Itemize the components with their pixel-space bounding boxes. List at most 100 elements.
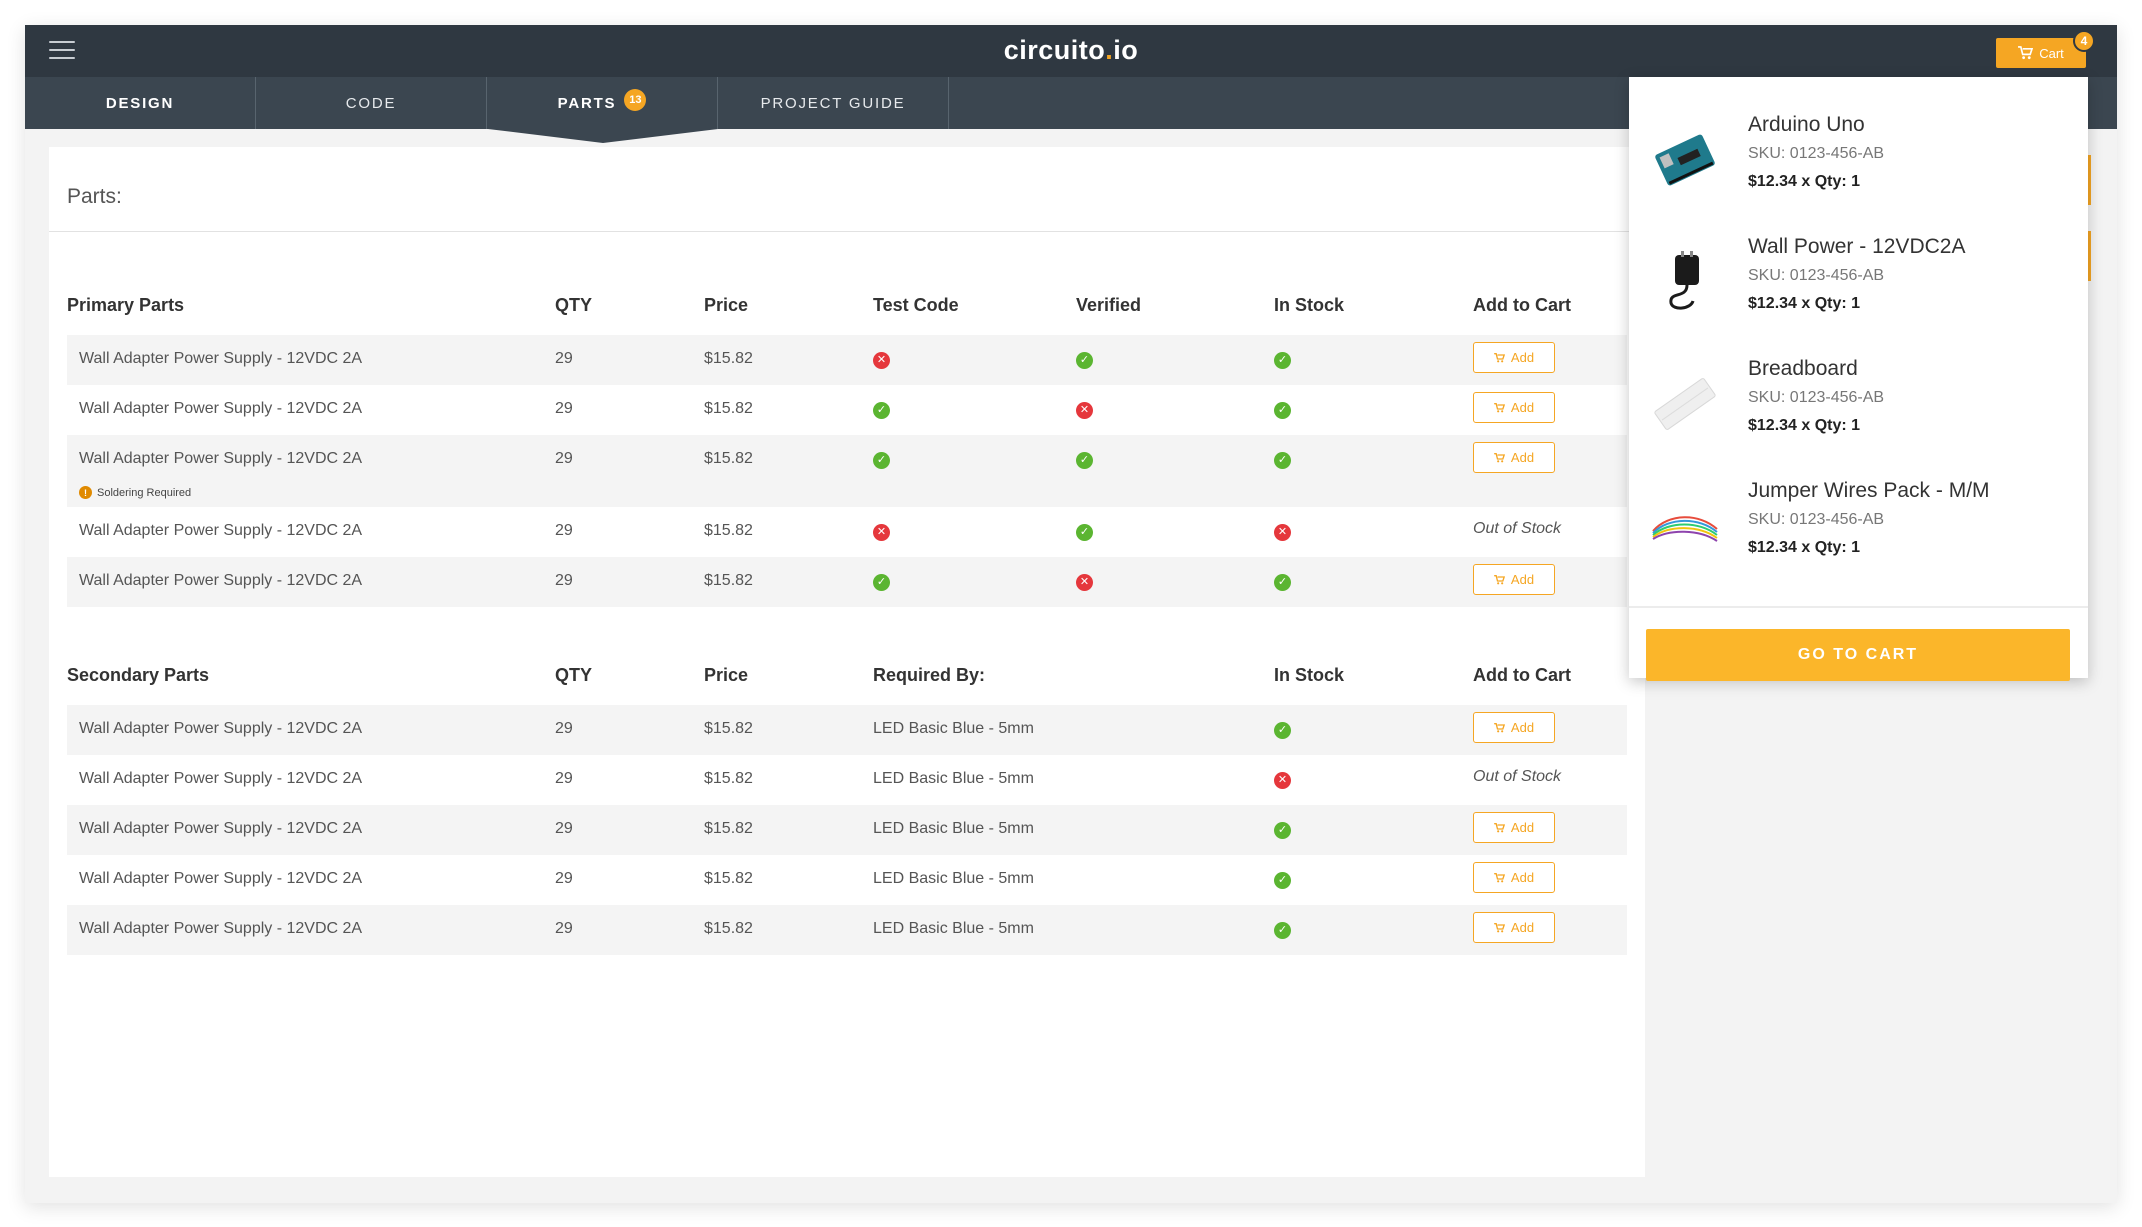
- part-name: Wall Adapter Power Supply - 12VDC 2A: [79, 820, 363, 837]
- col-header-required-by: Required By:: [873, 665, 986, 685]
- tab-label: PARTS: [557, 94, 617, 112]
- add-to-cart-cell: Add: [1473, 912, 1555, 943]
- cart-icon: [1494, 872, 1505, 882]
- check-icon: ✓: [1274, 574, 1291, 591]
- add-to-cart-button[interactable]: Add: [1473, 342, 1555, 373]
- in-stock-status: ✓: [1274, 450, 1291, 469]
- part-name: Wall Adapter Power Supply - 12VDC 2A: [79, 572, 363, 589]
- cart-count-badge: 4: [2073, 30, 2095, 52]
- part-qty: 29: [555, 870, 573, 887]
- part-qty: 29: [555, 572, 573, 589]
- breadboard-icon: [1654, 378, 1716, 430]
- add-to-cart-button[interactable]: Add: [1473, 392, 1555, 423]
- cart-icon: [1494, 822, 1505, 832]
- table-row: Wall Adapter Power Supply - 12VDC 2A 29 $1…: [67, 385, 1627, 435]
- add-to-cart-cell: Add: [1473, 564, 1555, 595]
- part-qty: 29: [555, 720, 573, 737]
- hamburger-menu-icon[interactable]: [49, 41, 75, 61]
- go-to-cart-button[interactable]: GO TO CART: [1646, 629, 2070, 681]
- add-to-cart-button[interactable]: Add: [1473, 912, 1555, 943]
- col-header-test-code: Test Code: [873, 295, 959, 315]
- required-by: LED Basic Blue - 5mm: [873, 820, 1034, 837]
- required-by: LED Basic Blue - 5mm: [873, 770, 1034, 787]
- tab-design[interactable]: DESIGN: [25, 77, 256, 129]
- tab-label: PROJECT GUIDE: [760, 94, 906, 112]
- part-price: $15.82: [704, 870, 753, 887]
- col-header-in-stock: In Stock: [1274, 295, 1345, 315]
- col-header-add-to-cart: Add to Cart: [1473, 665, 1571, 685]
- verified-status: ✓: [1076, 450, 1093, 469]
- active-tab-indicator: [488, 129, 718, 143]
- part-qty: 29: [555, 450, 573, 467]
- cart-item-price: $12.34 x Qty: 1: [1748, 539, 1861, 556]
- add-to-cart-button[interactable]: Add: [1473, 862, 1555, 893]
- add-to-cart-button[interactable]: Add: [1473, 712, 1555, 743]
- check-icon: ✓: [873, 452, 890, 469]
- add-to-cart-button[interactable]: Add: [1473, 564, 1555, 595]
- cart-button-label: Cart: [2039, 45, 2064, 61]
- part-qty: 29: [555, 350, 573, 367]
- cart-item-price: $12.34 x Qty: 1: [1748, 173, 1861, 190]
- cart-icon: [1494, 352, 1505, 362]
- cart-item-sku: SKU: 0123-456-AB: [1748, 389, 1885, 406]
- test-code-status: ✕: [873, 522, 890, 541]
- tab-code[interactable]: CODE: [256, 77, 487, 129]
- tab-parts[interactable]: PARTS 13: [487, 77, 718, 129]
- cart-item-sku: SKU: 0123-456-AB: [1748, 267, 1885, 284]
- check-icon: ✓: [1274, 352, 1291, 369]
- part-qty: 29: [555, 770, 573, 787]
- part-name: Wall Adapter Power Supply - 12VDC 2A: [79, 770, 363, 787]
- part-price: $15.82: [704, 450, 753, 467]
- in-stock-status: ✕: [1274, 770, 1291, 789]
- part-name: Wall Adapter Power Supply - 12VDC 2A: [79, 720, 363, 737]
- check-icon: ✓: [1076, 452, 1093, 469]
- in-stock-status: ✓: [1274, 572, 1291, 591]
- col-header-price: Price: [704, 665, 749, 685]
- part-price: $15.82: [704, 350, 753, 367]
- verified-status: ✕: [1076, 400, 1093, 419]
- check-icon: ✓: [1274, 722, 1291, 739]
- cart-dropdown: Arduino Uno SKU: 0123-456-AB $12.34 x Qt…: [1629, 77, 2088, 681]
- add-to-cart-cell: Add: [1473, 862, 1555, 893]
- part-qty: 29: [555, 920, 573, 937]
- add-to-cart-button[interactable]: Add: [1473, 442, 1555, 473]
- tab-project-guide[interactable]: PROJECT GUIDE: [718, 77, 949, 129]
- jumper-wires-icon: [1652, 516, 1718, 542]
- in-stock-status: ✓: [1274, 870, 1291, 889]
- cart-item[interactable]: Wall Power - 12VDC2A SKU: 0123-456-AB $1…: [1629, 221, 2088, 343]
- in-stock-status: ✕: [1274, 522, 1291, 541]
- out-of-stock-label: Out of Stock: [1473, 520, 1562, 537]
- tab-label: CODE: [345, 94, 397, 112]
- cart-icon: [1494, 452, 1505, 462]
- part-name: Wall Adapter Power Supply - 12VDC 2A: [79, 870, 363, 887]
- part-qty: 29: [555, 820, 573, 837]
- test-code-status: ✓: [873, 450, 890, 469]
- add-button-label: Add: [1510, 400, 1535, 415]
- in-stock-status: ✓: [1274, 400, 1291, 419]
- col-header-price: Price: [704, 295, 749, 315]
- divider: [1629, 606, 2088, 608]
- table-row: Wall Adapter Power Supply - 12VDC 2A 29 $1…: [67, 335, 1627, 385]
- part-price: $15.82: [704, 522, 753, 539]
- verified-status: ✓: [1076, 350, 1093, 369]
- cart-icon: [1494, 574, 1505, 584]
- cart-button[interactable]: Cart: [1996, 38, 2086, 68]
- soldering-note: ! Soldering Required: [79, 486, 191, 499]
- cart-item[interactable]: Jumper Wires Pack - M/M SKU: 0123-456-AB…: [1629, 465, 2088, 587]
- required-by: LED Basic Blue - 5mm: [873, 720, 1034, 737]
- cart-item[interactable]: Breadboard SKU: 0123-456-AB $12.34 x Qty…: [1629, 343, 2088, 465]
- add-to-cart-button[interactable]: Add: [1473, 812, 1555, 843]
- part-name: Wall Adapter Power Supply - 12VDC 2A: [79, 920, 363, 937]
- check-icon: ✓: [873, 574, 890, 591]
- cart-item-name: Arduino Uno: [1748, 113, 1865, 136]
- table-row: Wall Adapter Power Supply - 12VDC 2A 29 $1…: [67, 705, 1627, 755]
- primary-table-header: Primary Parts QTY Price Test Code Verifi…: [67, 285, 1627, 325]
- col-header-name: Secondary Parts: [67, 665, 210, 685]
- power-adapter-icon: [1669, 251, 1699, 310]
- part-name: Wall Adapter Power Supply - 12VDC 2A: [79, 450, 363, 467]
- cart-icon: [1494, 722, 1505, 732]
- soldering-note-text: Soldering Required: [97, 486, 192, 499]
- cart-item[interactable]: Arduino Uno SKU: 0123-456-AB $12.34 x Qt…: [1629, 99, 2088, 221]
- warning-icon: !: [79, 486, 92, 499]
- arduino-board-icon: [1655, 134, 1715, 186]
